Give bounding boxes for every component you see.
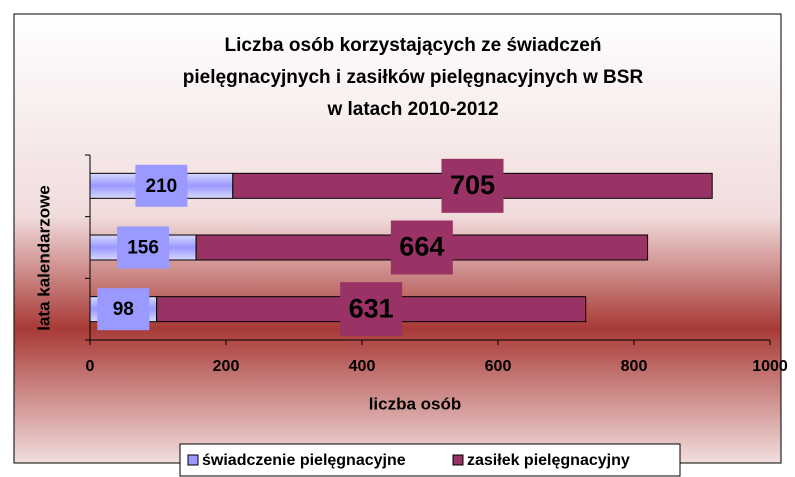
data-label-box — [117, 226, 170, 269]
x-tick-label: 1000 — [752, 358, 788, 375]
data-label: 664 — [399, 232, 444, 262]
y-axis-label: lata kalendarzowe — [34, 185, 53, 331]
x-tick-label: 600 — [485, 358, 512, 375]
legend-label: zasiłek pielęgnacyjny — [467, 452, 630, 469]
data-label-box — [390, 220, 453, 275]
x-axis-label: liczba osób — [369, 394, 462, 413]
data-label: 98 — [113, 299, 134, 320]
data-label-box — [441, 158, 504, 213]
legend-swatch — [187, 454, 199, 466]
x-tick-label: 400 — [349, 358, 376, 375]
data-label: 156 — [127, 238, 159, 259]
legend — [179, 443, 681, 477]
x-tick-label: 0 — [86, 358, 95, 375]
x-tick-label: 200 — [213, 358, 240, 375]
chart-title: Liczba osób korzystających ze świadczeń p… — [183, 35, 644, 120]
legend-swatch — [452, 454, 464, 466]
legend-label: świadczenie pielęgnacyjne — [202, 452, 406, 469]
x-tick-label: 800 — [621, 358, 648, 375]
data-label: 705 — [450, 170, 495, 200]
data-label-box — [97, 288, 150, 331]
data-label: 210 — [146, 176, 178, 197]
data-label: 631 — [349, 293, 394, 323]
data-label-box — [135, 164, 188, 207]
data-label-box — [340, 282, 403, 337]
